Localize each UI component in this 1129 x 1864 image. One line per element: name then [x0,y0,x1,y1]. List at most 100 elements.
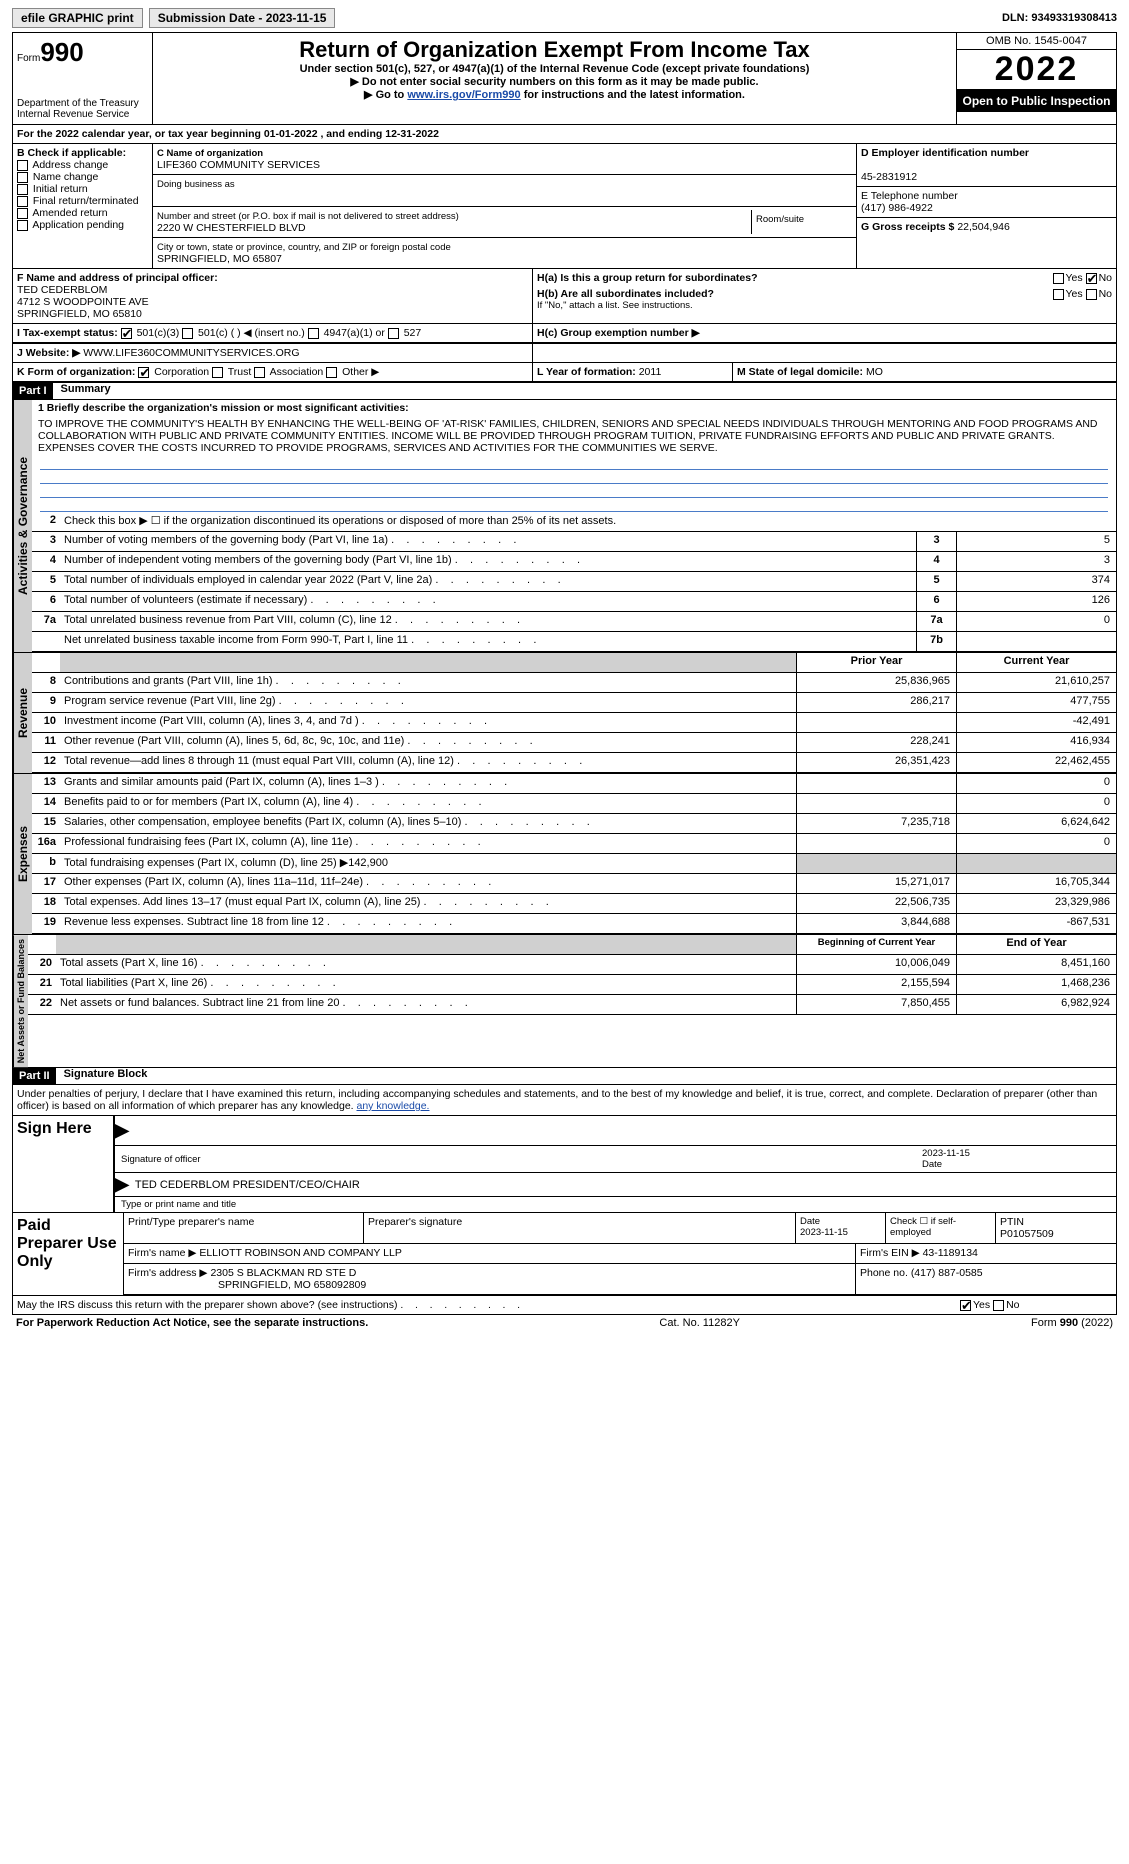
summary-line: 6Total number of volunteers (estimate if… [32,592,1116,612]
summary-line: 4Number of independent voting members of… [32,552,1116,572]
officer-printed-name: TED CEDERBLOM PRESIDENT/CEO/CHAIR [129,1177,1116,1193]
section-d-label: D Employer identification number [861,147,1029,159]
preparer-phone: (417) 887-0585 [911,1267,983,1279]
summary-line: 19Revenue less expenses. Subtract line 1… [32,914,1116,934]
hc-label: H(c) Group exemption number ▶ [537,327,700,339]
phone: (417) 986-4922 [861,202,933,214]
line2: Check this box ▶ ☐ if the organization d… [60,512,1116,531]
paid-preparer-block: Paid Preparer Use Only Print/Type prepar… [12,1213,1117,1296]
form-title: Return of Organization Exempt From Incom… [157,37,952,63]
summary-line: 8Contributions and grants (Part VIII, li… [32,673,1116,693]
begin-year-header: Beginning of Current Year [796,935,956,954]
ha-yes-checkbox[interactable] [1053,273,1064,284]
ha-no-checkbox[interactable] [1086,273,1097,284]
section-b-checkbox[interactable] [17,208,28,219]
section-b-checkbox[interactable] [17,220,28,231]
section-b-checkbox[interactable] [17,184,28,195]
section-b-checkbox[interactable] [17,172,28,183]
section-k-checkbox[interactable] [138,367,149,378]
501c-checkbox[interactable] [182,328,193,339]
sig-officer-label: Signature of officer [115,1152,916,1167]
firm-name: ELLIOTT ROBINSON AND COMPANY LLP [199,1247,401,1259]
form990-link[interactable]: www.irs.gov/Form990 [407,89,520,101]
footer-mid: Cat. No. 11282Y [659,1317,740,1329]
summary-line: 21Total liabilities (Part X, line 26)2,1… [28,975,1116,995]
officer-type-label: Type or print name and title [115,1197,1116,1212]
part1-body: Activities & Governance 1 Briefly descri… [12,400,1117,653]
summary-line: 15Salaries, other compensation, employee… [32,814,1116,834]
section-l-label: L Year of formation: [537,366,636,378]
officer-addr1: 4712 S WOODPOINTE AVE [17,296,149,308]
summary-line: 5Total number of individuals employed in… [32,572,1116,592]
city: SPRINGFIELD, MO 65807 [157,253,282,265]
yes-label: Yes [1066,272,1083,284]
header-right: OMB No. 1545-0047 2022 Open to Public In… [956,33,1116,124]
section-b-checkbox[interactable] [17,160,28,171]
warn1: ▶ Do not enter social security numbers o… [157,75,952,88]
preparer-row1: Print/Type preparer's name Preparer's si… [124,1213,1116,1244]
discuss-yes-checkbox[interactable] [960,1300,971,1311]
section-b-label: B Check if applicable: [17,147,148,159]
tax-year: 2022 [957,50,1116,90]
hb-yes-checkbox[interactable] [1053,289,1064,300]
hb-no-checkbox[interactable] [1086,289,1097,300]
section-k-label: K Form of organization: [17,366,135,378]
part2-title: Signature Block [56,1068,148,1084]
4947-checkbox[interactable] [308,328,319,339]
summary-line: 11Other revenue (Part VIII, column (A), … [32,733,1116,753]
officer-addr2: SPRINGFIELD, MO 65810 [17,308,142,320]
section-b-option: Address change [17,159,148,171]
form-prefix: Form [17,53,40,64]
footer-left: For Paperwork Reduction Act Notice, see … [16,1317,368,1329]
section-e-label: E Telephone number [861,190,958,202]
section-b-option: Initial return [17,183,148,195]
paid-preparer-label: Paid Preparer Use Only [13,1213,123,1295]
header-left: Form990 Department of the Treasury Inter… [13,33,153,124]
firm-ein: 43-1189134 [923,1247,978,1259]
any-knowledge-link[interactable]: any knowledge. [357,1100,430,1112]
section-klm: K Form of organization: Corporation Trus… [12,363,1117,382]
summary-line: 14Benefits paid to or for members (Part … [32,794,1116,814]
p-name-label: Print/Type preparer's name [124,1213,364,1243]
mission-label: 1 Briefly describe the organization's mi… [32,400,1116,416]
top-toolbar: efile GRAPHIC print Submission Date - 20… [12,8,1117,28]
section-k-checkbox[interactable] [254,367,265,378]
dept-label: Department of the Treasury [17,98,148,109]
discuss-no-checkbox[interactable] [993,1300,1004,1311]
sign-here-block: Sign Here ▶ Signature of officer2023-11-… [12,1116,1117,1213]
website: WWW.LIFE360COMMUNITYSERVICES.ORG [83,347,299,359]
section-m-label: M State of legal domicile: [737,366,863,378]
section-b-checkbox[interactable] [17,196,28,207]
p-check-label: Check ☐ if self-employed [886,1213,996,1243]
summary-line: 17Other expenses (Part IX, column (A), l… [32,874,1116,894]
dln-label: DLN: 93493319308413 [1002,12,1117,24]
part1-title: Summary [53,383,111,399]
summary-line: 18Total expenses. Add lines 13–17 (must … [32,894,1116,914]
hb-note: If "No," attach a list. See instructions… [537,300,1112,311]
dba-label: Doing business as [157,179,235,190]
501c3-checkbox[interactable] [121,328,132,339]
section-b-option: Name change [17,171,148,183]
ha-label: H(a) Is this a group return for subordin… [537,272,758,284]
ptin: P01057509 [1000,1228,1054,1240]
expenses-label: Expenses [13,774,32,934]
activities-governance-label: Activities & Governance [13,400,32,652]
section-k-checkbox[interactable] [326,367,337,378]
section-fh: F Name and address of principal officer:… [12,269,1117,324]
page-footer: For Paperwork Reduction Act Notice, see … [12,1315,1117,1331]
current-year-header: Current Year [956,653,1116,672]
p-sig-label: Preparer's signature [364,1213,796,1243]
org-name: LIFE360 COMMUNITY SERVICES [157,159,320,171]
form-subtitle: Under section 501(c), 527, or 4947(a)(1)… [157,63,952,75]
section-k-checkbox[interactable] [212,367,223,378]
527-checkbox[interactable] [388,328,399,339]
summary-line: Net unrelated business taxable income fr… [32,632,1116,652]
summary-line: 13Grants and similar amounts paid (Part … [32,774,1116,794]
section-j-label: J Website: ▶ [17,347,80,359]
revenue-label: Revenue [13,653,32,773]
submission-date-button[interactable]: Submission Date - 2023-11-15 [149,8,336,28]
header-mid: Return of Organization Exempt From Incom… [153,33,956,124]
sign-here-label: Sign Here [13,1116,113,1212]
efile-print-button[interactable]: efile GRAPHIC print [12,8,143,28]
warn2-pre: ▶ Go to [364,89,407,101]
